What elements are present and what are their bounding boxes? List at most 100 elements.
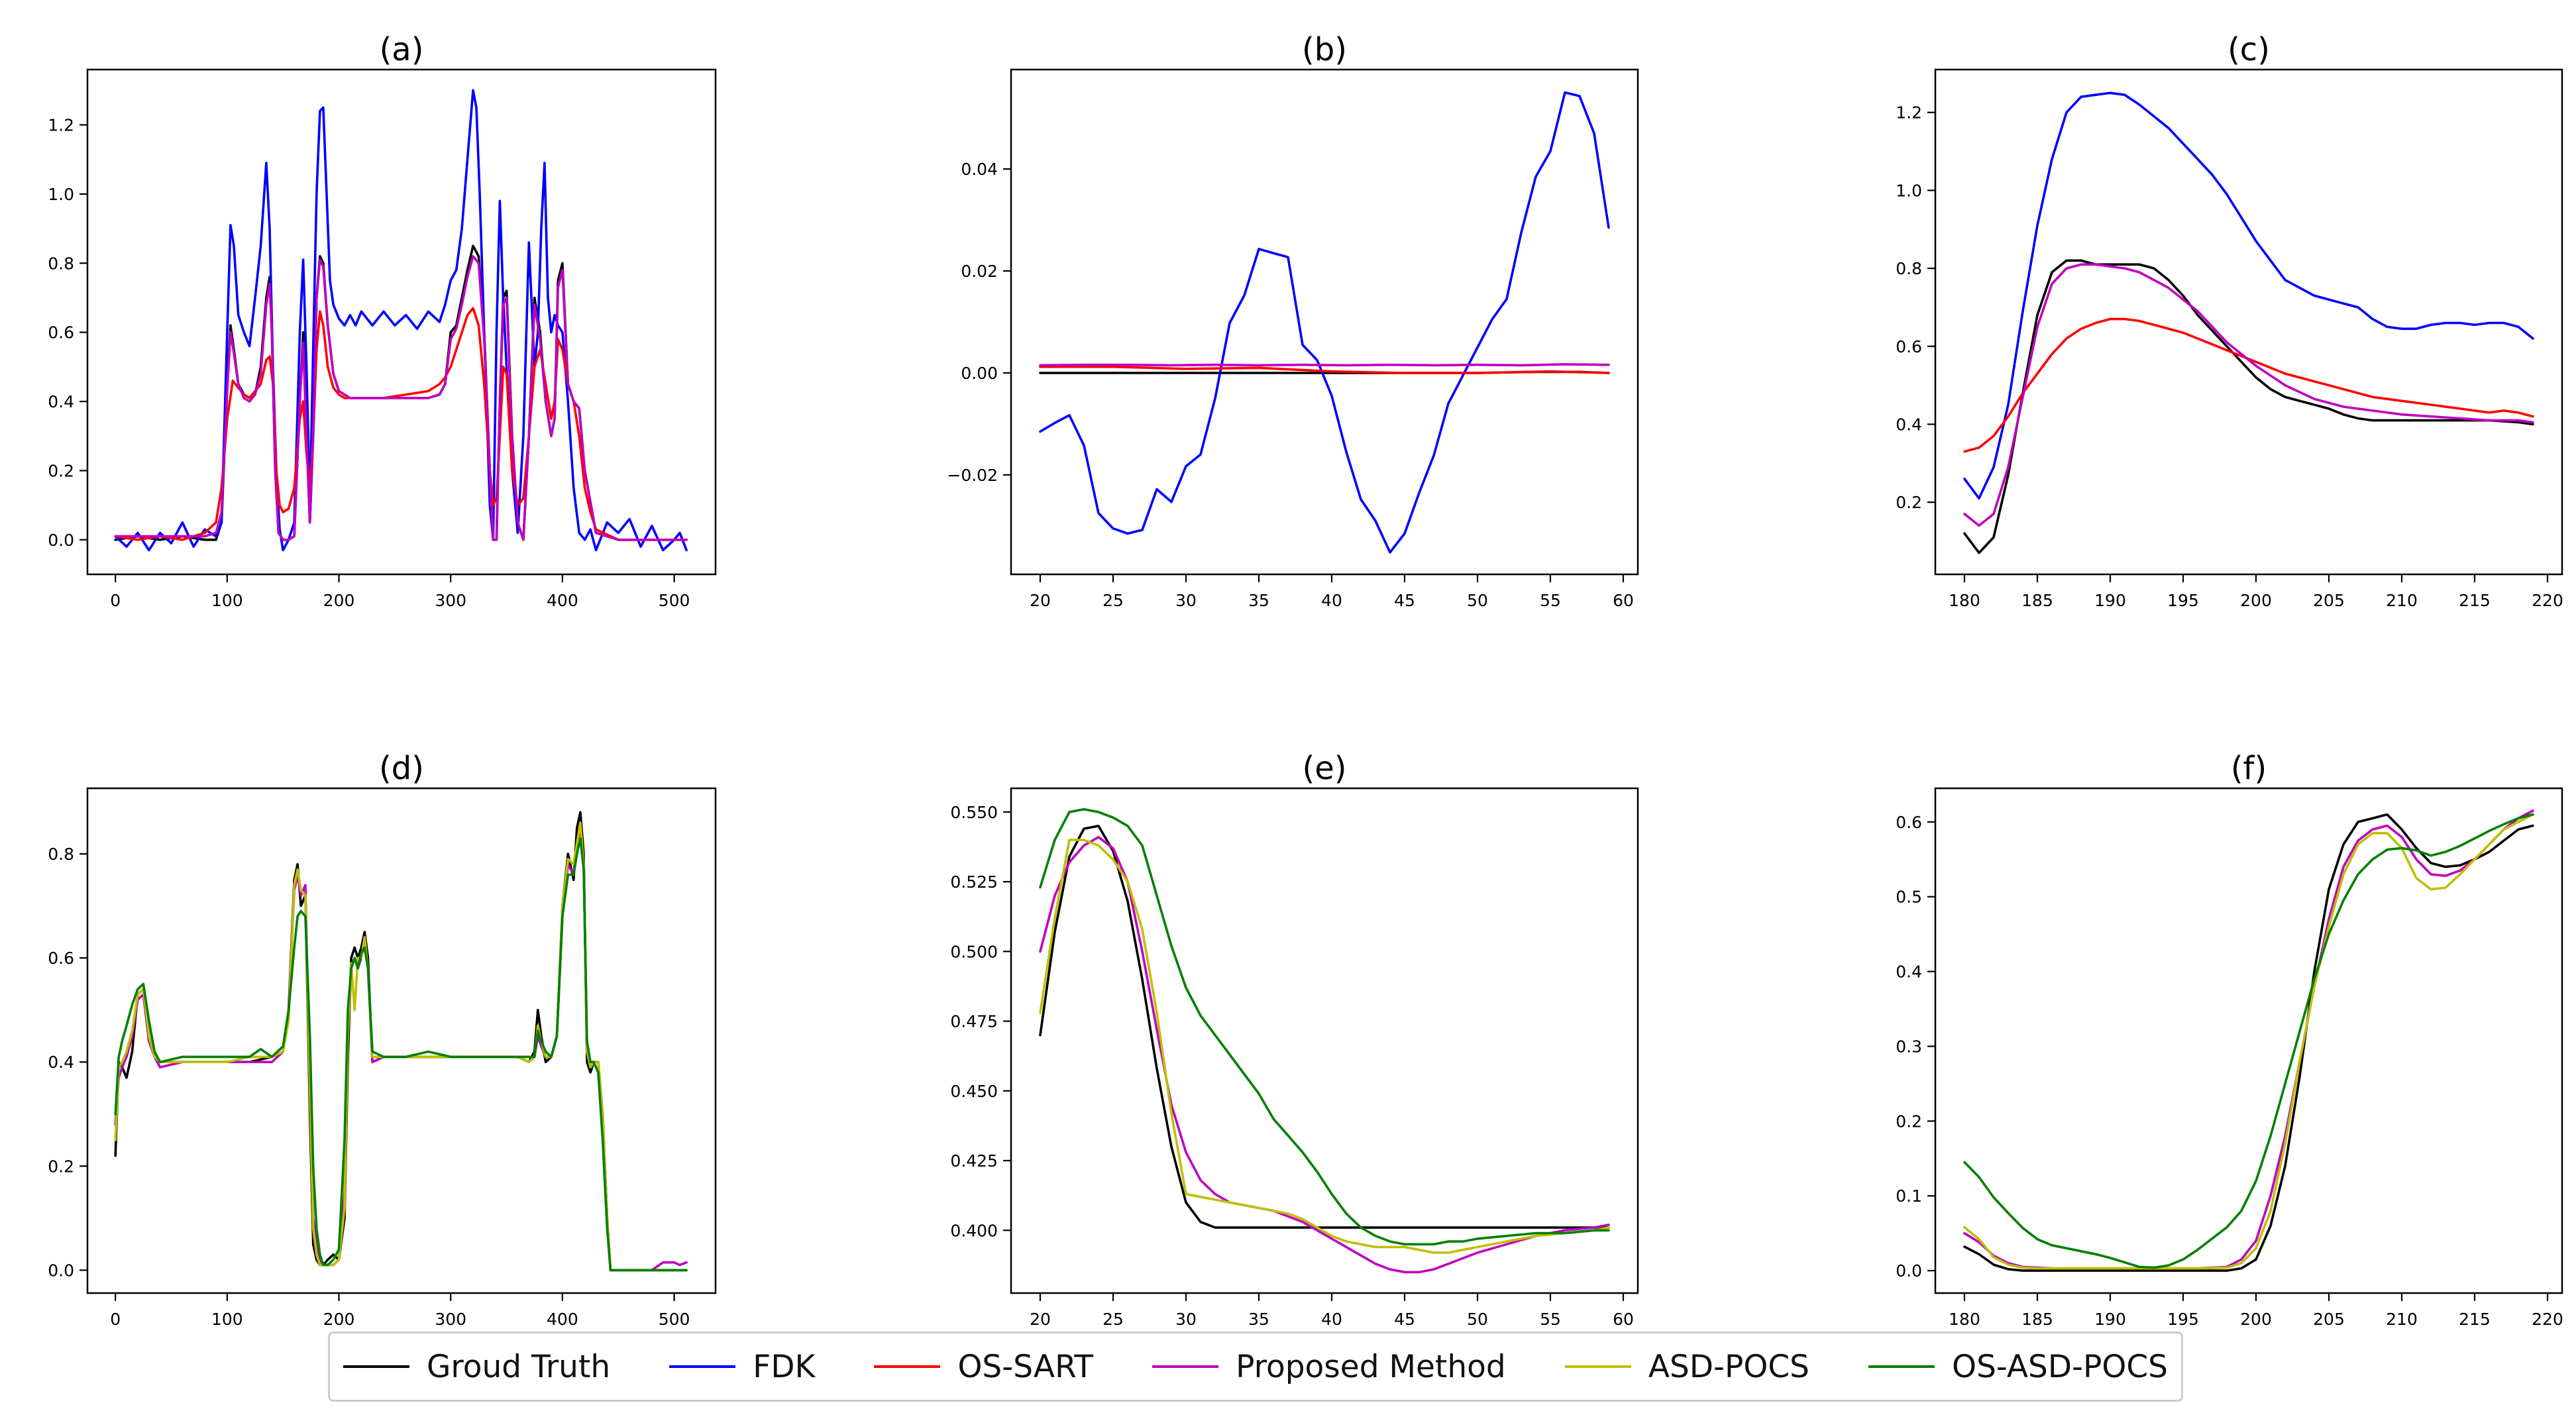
series-line-os-asd-pocs (114, 837, 688, 1272)
series-line-fdk (114, 89, 688, 552)
legend-swatch-proposed-method (1152, 1365, 1219, 1368)
x-tick-label: 20 (1030, 591, 1051, 610)
x-tick-label: 35 (1248, 591, 1269, 610)
x-tick-label: 500 (659, 1310, 690, 1329)
legend-item-os-sart: OS-SART (874, 1349, 1093, 1385)
x-tick-label: 25 (1102, 591, 1124, 610)
y-tick-label: 0.2 (48, 461, 74, 480)
series-line-asd-pocs (1963, 813, 2534, 1270)
series-line-groud-truth (1963, 813, 2534, 1272)
y-tick-label: 1.0 (1896, 181, 1922, 200)
chart-panel-2: (b) 20 25 30 35 40 45 50 55 60 −0.02 0.00 0.02 0.04 (947, 31, 1639, 610)
y-tick-label: 0.3 (1896, 1037, 1922, 1056)
chart-panel-1: (a) 0 100 200 300 400 500 0.0 0.2 0.4 0.6 0.8 1.0 1.2 (48, 31, 717, 610)
chart-title: (f) (2231, 750, 2267, 787)
legend-swatch-asd-pocs (1564, 1365, 1631, 1368)
x-tick-label: 35 (1248, 1310, 1269, 1329)
legend-label: FDK (753, 1348, 816, 1385)
x-tick-label: 190 (2094, 591, 2126, 610)
x-tick-label: 55 (1540, 1310, 1561, 1329)
series-line-asd-pocs (114, 821, 688, 1272)
chart-panel-6: (f) 180 185 190 195 200 205 210 215 220 0.0 0.1 0.2 0… (1896, 750, 2563, 1329)
y-tick-label: 0.5 (1896, 888, 1922, 907)
y-tick-label: −0.02 (947, 466, 998, 485)
x-tick-label: 20 (1030, 1310, 1051, 1329)
y-tick-label: 1.2 (48, 116, 74, 135)
chart-title: (d) (379, 750, 424, 787)
y-tick-label: 0.04 (961, 160, 998, 179)
x-tick-label: 215 (2459, 591, 2491, 610)
series-line-proposed-method (1039, 363, 1610, 367)
legend-label: ASD-POCS (1648, 1348, 1809, 1385)
y-tick-label: 0.2 (48, 1157, 74, 1176)
y-tick-label: 0.500 (950, 942, 998, 961)
legend-item-ground-truth: Groud Truth (343, 1349, 610, 1385)
series-line-groud-truth (114, 811, 688, 1272)
x-tick-label: 185 (2021, 1310, 2053, 1329)
x-tick-label: 200 (323, 1310, 355, 1329)
legend-label: OS-SART (957, 1348, 1094, 1385)
y-tick-label: 0.4 (48, 1053, 74, 1072)
series-line-groud-truth (1039, 825, 1610, 1229)
series-line-os-sart (1039, 365, 1610, 374)
legend-label: Groud Truth (427, 1348, 611, 1385)
x-tick-label: 220 (2532, 591, 2563, 610)
series-line-proposed-method (114, 254, 688, 541)
x-tick-label: 215 (2459, 1310, 2491, 1329)
series-line-os-asd-pocs (1039, 808, 1610, 1246)
x-tick-label: 400 (547, 591, 578, 610)
series-group (1963, 91, 2534, 554)
legend-item-asd-pocs: ASD-POCS (1564, 1348, 1809, 1385)
x-tick-label: 200 (323, 591, 355, 610)
legend-item-os-asd-pocs: OS-ASD-POCS (1868, 1349, 2168, 1385)
y-tick-label: 0.550 (950, 803, 998, 822)
y-tick-label: 0.525 (950, 872, 998, 892)
chart-panel-5: (e) 20 25 30 35 40 45 50 55 60 0.400 0.425 0.450 0.47… (950, 750, 1639, 1329)
axes-frame (1010, 68, 1639, 576)
y-tick-label: 1.2 (1896, 103, 1922, 123)
series-line-os-sart (114, 307, 688, 541)
legend-swatch-os-sart (874, 1365, 941, 1368)
x-tick-label: 50 (1467, 591, 1488, 610)
x-tick-label: 45 (1394, 1310, 1415, 1329)
chart-panel-3: (c) 180 185 190 195 200 205 210 215 220 0.2 0.4 0.6 0… (1896, 31, 2563, 610)
legend-item-fdk: FDK (669, 1349, 815, 1385)
y-tick-label: 0.4 (1896, 415, 1922, 434)
y-tick-label: 0.8 (48, 254, 74, 273)
x-tick-label: 195 (2167, 591, 2199, 610)
series-line-groud-truth (114, 244, 688, 541)
y-tick-label: 0.6 (48, 323, 74, 342)
y-tick-label: 0.8 (48, 845, 74, 864)
x-tick-label: 190 (2094, 1310, 2126, 1329)
series-line-groud-truth (1963, 259, 2534, 554)
y-tick-label: 0.6 (1896, 337, 1922, 356)
y-tick-label: 1.0 (48, 185, 74, 204)
x-tick-label: 220 (2532, 1310, 2563, 1329)
series-line-asd-pocs (1039, 839, 1610, 1254)
y-tick-label: 0.450 (950, 1082, 998, 1101)
chart-title: (a) (380, 31, 424, 68)
x-tick-label: 400 (547, 1310, 578, 1329)
legend-swatch-fdk (669, 1365, 736, 1368)
x-tick-label: 210 (2386, 1310, 2418, 1329)
chart-title: (b) (1302, 31, 1347, 68)
series-group (1963, 810, 2534, 1272)
x-tick-label: 60 (1613, 1310, 1634, 1329)
y-tick-label: 0.2 (1896, 493, 1922, 512)
axes-frame (1934, 68, 2563, 576)
series-line-proposed-method (1963, 810, 2534, 1270)
x-tick-label: 200 (2240, 591, 2272, 610)
y-tick-label: 0.0 (48, 1261, 74, 1280)
x-tick-label: 40 (1321, 591, 1342, 610)
x-tick-label: 60 (1613, 591, 1634, 610)
x-tick-label: 55 (1540, 591, 1561, 610)
series-line-proposed-method (1963, 263, 2534, 527)
x-tick-label: 30 (1175, 1310, 1197, 1329)
series-line-fdk (1039, 91, 1610, 554)
series-line-proposed-method (1039, 835, 1610, 1274)
legend-label: Proposed Method (1236, 1348, 1506, 1385)
x-tick-label: 0 (110, 591, 121, 610)
series-line-proposed-method (114, 826, 688, 1272)
x-tick-label: 100 (211, 1310, 243, 1329)
